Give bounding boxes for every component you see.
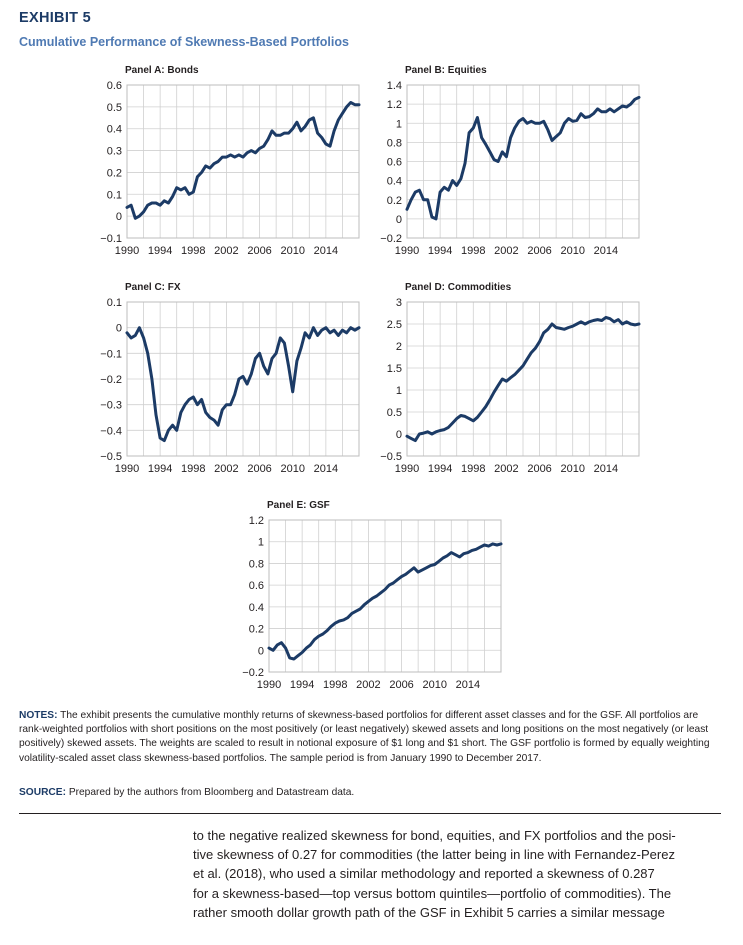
x-tick-label: 2002	[214, 245, 238, 257]
y-tick-label: 1.2	[387, 99, 402, 111]
x-tick-label: 1990	[395, 245, 419, 257]
x-tick-label: 2006	[527, 463, 551, 475]
chart-title: Panel C: FX	[125, 282, 181, 293]
x-tick-label: 2002	[494, 463, 518, 475]
chart-panel: Panel A: Bonds0.60.50.40.30.20.10−0.1199…	[100, 65, 359, 257]
y-tick-label: 3	[396, 297, 402, 309]
body-line: to the negative realized skewness for bo…	[193, 826, 721, 845]
x-tick-label: 2010	[280, 245, 304, 257]
y-tick-label: 0.6	[107, 80, 122, 92]
y-tick-label: 1	[258, 537, 264, 549]
notes-paragraph: NOTES: The exhibit presents the cumulati…	[19, 709, 724, 766]
y-tick-label: 1	[396, 118, 402, 130]
chart-panel: Panel D: Commodities32.521.510.50−0.5199…	[380, 282, 639, 475]
body-text: to the negative realized skewness for bo…	[193, 826, 721, 922]
x-tick-label: 2006	[247, 463, 271, 475]
x-tick-label: 2002	[356, 679, 380, 691]
divider-rule	[19, 813, 721, 814]
x-tick-label: 1994	[148, 463, 172, 475]
charts-figure: Panel A: Bonds0.60.50.40.30.20.10−0.1199…	[0, 0, 743, 700]
x-tick-label: 1990	[257, 679, 281, 691]
y-tick-label: 0	[396, 214, 402, 226]
y-tick-label: 0.8	[249, 558, 264, 570]
x-tick-label: 2006	[247, 245, 271, 257]
x-tick-label: 2010	[422, 679, 446, 691]
chart-title: Panel B: Equities	[405, 65, 487, 76]
y-tick-label: 0	[258, 645, 264, 657]
x-tick-label: 1990	[115, 245, 139, 257]
y-tick-label: −0.3	[100, 400, 122, 412]
y-tick-label: 0.4	[107, 124, 122, 136]
y-tick-label: 0	[116, 323, 122, 335]
x-tick-label: 1994	[428, 245, 452, 257]
y-tick-label: 0.6	[249, 580, 264, 592]
x-tick-label: 2010	[560, 463, 584, 475]
x-tick-label: 2006	[389, 679, 413, 691]
x-tick-label: 2010	[560, 245, 584, 257]
source-label: SOURCE:	[19, 787, 66, 798]
y-tick-label: 1.2	[249, 515, 264, 527]
y-tick-label: 0.5	[107, 102, 122, 114]
y-tick-label: 0.4	[387, 176, 402, 188]
y-tick-label: −0.5	[380, 451, 402, 463]
x-tick-label: 1998	[181, 245, 205, 257]
source-text: Prepared by the authors from Bloomberg a…	[69, 787, 354, 798]
x-tick-label: 2010	[280, 463, 304, 475]
y-tick-label: 0	[396, 429, 402, 441]
y-tick-label: 0.2	[249, 624, 264, 636]
body-line: for a skewness-based—top versus bottom q…	[193, 884, 721, 903]
y-tick-label: −0.2	[100, 374, 122, 386]
y-tick-label: 0.6	[387, 157, 402, 169]
x-tick-label: 2014	[314, 463, 338, 475]
y-tick-label: 0.1	[107, 189, 122, 201]
x-tick-label: 1998	[323, 679, 347, 691]
x-tick-label: 1994	[148, 245, 172, 257]
x-tick-label: 1998	[461, 245, 485, 257]
chart-title: Panel E: GSF	[267, 500, 330, 511]
chart-title: Panel D: Commodities	[405, 282, 512, 293]
x-tick-label: 2006	[527, 245, 551, 257]
notes-label: NOTES:	[19, 710, 58, 721]
y-tick-label: −0.2	[242, 667, 264, 679]
x-tick-label: 1998	[461, 463, 485, 475]
y-tick-label: 0.1	[107, 297, 122, 309]
y-tick-label: 1.4	[387, 80, 402, 92]
x-tick-label: 2014	[594, 463, 618, 475]
x-tick-label: 1994	[290, 679, 314, 691]
y-tick-label: −0.4	[100, 425, 122, 437]
y-tick-label: 1	[396, 385, 402, 397]
x-tick-label: 2014	[456, 679, 480, 691]
body-line: et al. (2018), who used a similar method…	[193, 864, 721, 883]
chart-title: Panel A: Bonds	[125, 65, 199, 76]
x-tick-label: 1998	[181, 463, 205, 475]
y-tick-label: 2	[396, 341, 402, 353]
y-tick-label: 1.5	[387, 363, 402, 375]
y-tick-label: 0	[116, 211, 122, 223]
x-tick-label: 2002	[214, 463, 238, 475]
y-tick-label: 0.4	[249, 602, 264, 614]
y-tick-label: 0.8	[387, 137, 402, 149]
y-tick-label: −0.5	[100, 451, 122, 463]
source-line: SOURCE: Prepared by the authors from Blo…	[19, 787, 354, 798]
y-tick-label: 0.2	[107, 167, 122, 179]
y-tick-label: −0.2	[380, 233, 402, 245]
y-tick-label: 2.5	[387, 319, 402, 331]
y-tick-label: 0.2	[387, 195, 402, 207]
x-tick-label: 1990	[115, 463, 139, 475]
y-tick-label: −0.1	[100, 233, 122, 245]
body-line: tive skewness of 0.27 for commodities (t…	[193, 845, 721, 864]
body-line: rather smooth dollar growth path of the …	[193, 903, 721, 922]
notes-text: The exhibit presents the cumulative mont…	[19, 710, 710, 764]
x-tick-label: 2002	[494, 245, 518, 257]
x-tick-label: 2014	[594, 245, 618, 257]
x-tick-label: 1990	[395, 463, 419, 475]
y-tick-label: −0.1	[100, 348, 122, 360]
y-tick-label: 0.5	[387, 407, 402, 419]
x-tick-label: 2014	[314, 245, 338, 257]
x-tick-label: 1994	[428, 463, 452, 475]
y-tick-label: 0.3	[107, 146, 122, 158]
